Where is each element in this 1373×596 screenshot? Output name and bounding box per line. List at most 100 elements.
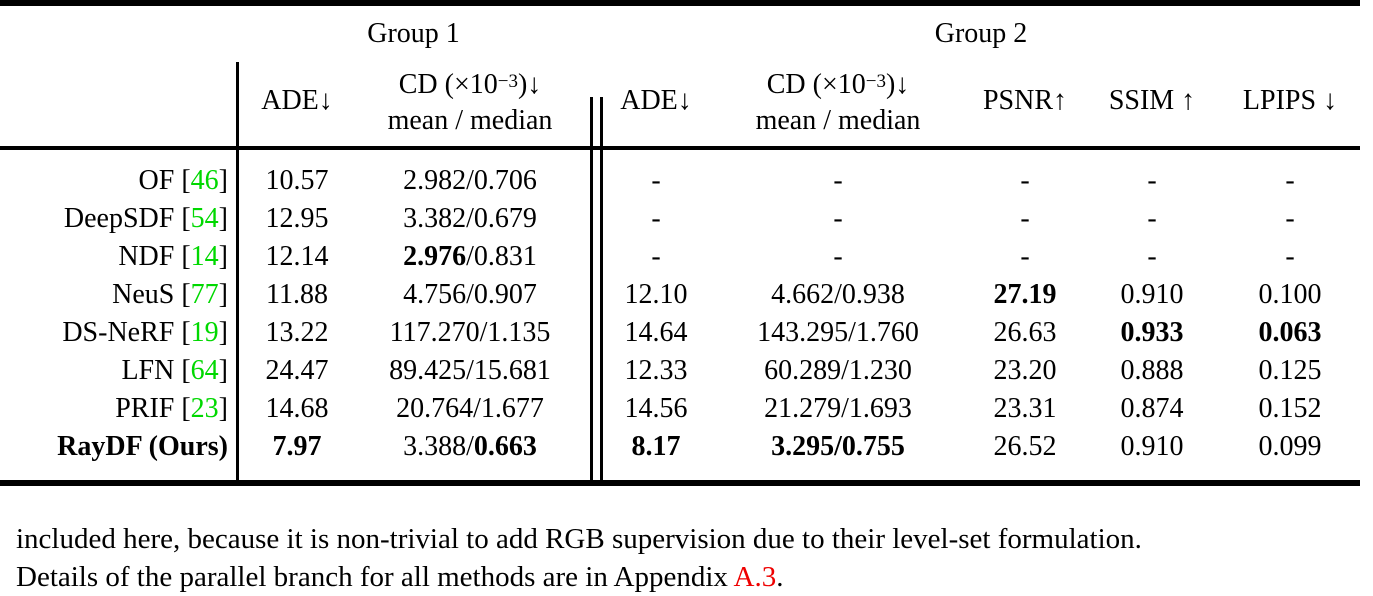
cd-header-suffix: )↓ [517,68,542,100]
cd-median: 1.230 [848,355,912,386]
method-name: NDF [ [118,241,191,272]
cd-separator: / [466,165,474,196]
cell-g1-ade: 13.22 [265,317,329,348]
cell-g1-ade: 12.14 [265,241,329,272]
method-bracket: ] [218,165,228,196]
method-name: OF [ [138,165,191,196]
cd-header-exponent: −3 [865,70,886,92]
cd-separator: / [841,355,849,386]
cell-g2-cd: 4.662 / 0.938 [712,276,964,314]
table-header-rule [0,146,1360,150]
cell-g2-ade: 12.33 [624,355,688,386]
cd-mean: 3.295 [771,431,835,462]
method-cell: DeepSDF [54] [0,200,228,238]
cell-g2-ade: 12.10 [624,279,688,310]
cell-lpips: - [1285,241,1295,272]
cd-separator: / [466,431,474,462]
method-bracket: ] [218,393,228,424]
cd-median: 0.663 [473,431,537,462]
citation-link[interactable]: 14 [190,241,219,272]
header-g2-cd: CD (×10−3)↓ mean / median [712,58,964,144]
header-g1-cd: CD (×10−3)↓ mean / median [357,58,583,144]
cd-separator: / [466,203,474,234]
cell-g1-cd: 2.982 / 0.706 [357,162,583,200]
cd-median: 1.693 [848,393,912,424]
citation-link[interactable]: 23 [190,393,219,424]
cd-separator: / [466,355,474,386]
cd-mean: - [833,165,843,196]
cell-psnr: 27.19 [993,279,1057,310]
citation-link[interactable]: 64 [190,355,219,386]
header-g2-ade: ADE↓ [620,85,692,116]
cell-g1-cd: 20.764 / 1.677 [357,390,583,428]
table-double-rule-right [600,97,603,483]
cd-median: 15.681 [473,355,551,386]
cd-separator: / [479,317,488,348]
cd-separator: / [848,317,856,348]
cell-lpips: 0.100 [1258,279,1322,310]
method-cell: LFN [64] [0,352,228,390]
method-name: NeuS [ [112,279,191,310]
header-psnr: PSNR↑ [982,85,1068,116]
cd-mean: 143.295 [757,317,849,348]
cd-separator: / [466,241,474,272]
cd-median: 1.677 [480,393,544,424]
cd-header-exponent: −3 [497,70,518,92]
appendix-link[interactable]: A.3 [733,561,777,593]
cell-g1-ade: 10.57 [265,165,329,196]
header-lpips: LPIPS ↓ [1242,85,1338,116]
cd-median: 0.907 [473,279,537,310]
table-row-ndf: NDF [14] 12.14 2.976 / 0.831 - - - - - [0,238,1360,276]
cell-lpips: 0.152 [1258,393,1322,424]
table-row-prif: PRIF [23] 14.68 20.764 / 1.677 14.56 21.… [0,390,1360,428]
cell-g2-cd: 21.279 / 1.693 [712,390,964,428]
cell-g1-ade: 24.47 [265,355,329,386]
method-name: LFN [ [121,355,191,386]
caption-line-2-text: Details of the parallel branch for all m… [16,561,734,593]
cd-separator: / [466,279,474,310]
table-row-raydf-ours: RayDF (Ours) 7.97 3.388 / 0.663 8.17 3.2… [0,428,1360,466]
citation-link[interactable]: 19 [190,317,219,348]
cell-ssim: 0.910 [1120,279,1184,310]
cd-header-prefix: CD (×10 [398,68,498,100]
cell-g2-ade: - [651,165,661,196]
cell-ssim: 0.888 [1120,355,1184,386]
table-row-lfn: LFN [64] 24.47 89.425 / 15.681 12.33 60.… [0,352,1360,390]
cd-separator: / [834,431,842,462]
cd-mean: - [833,241,843,272]
cell-g2-cd: - [712,200,964,238]
method-bracket: ] [218,355,228,386]
header-ssim: SSIM ↑ [1108,85,1196,116]
cell-g1-cd: 3.382 / 0.679 [357,200,583,238]
caption-line-2-period: . [776,561,784,593]
cell-ssim: 0.910 [1120,431,1184,462]
cell-g2-ade: 8.17 [631,431,681,462]
cd-mean: 4.756 [403,279,467,310]
cd-mean: 3.382 [403,203,467,234]
cd-header-line1: CD (×10−3)↓ [767,64,910,103]
cell-g1-cd: 117.270 / 1.135 [357,314,583,352]
cd-header-suffix: )↓ [885,68,910,100]
method-name: DeepSDF [ [63,203,191,234]
cell-psnr: 23.20 [993,355,1057,386]
cd-mean: 21.279 [764,393,842,424]
cell-lpips: 0.063 [1258,317,1322,348]
cell-g1-cd: 2.976 / 0.831 [357,238,583,276]
citation-link[interactable]: 54 [190,203,219,234]
cd-separator: / [841,393,849,424]
citation-link[interactable]: 46 [190,165,219,196]
method-name: RayDF (Ours) [57,431,228,462]
cd-mean: - [833,203,843,234]
method-name: PRIF [ [115,393,191,424]
cell-psnr: - [1020,203,1030,234]
cd-separator: / [473,393,481,424]
citation-link[interactable]: 77 [190,279,219,310]
cell-psnr: - [1020,241,1030,272]
cell-ssim: 0.874 [1120,393,1184,424]
cell-g2-ade: - [651,203,661,234]
cell-g1-ade: 7.97 [272,431,322,462]
cd-median: 0.938 [841,279,905,310]
table-row-deepsdf: DeepSDF [54] 12.95 3.382 / 0.679 - - - -… [0,200,1360,238]
cell-g1-cd: 89.425 / 15.681 [357,352,583,390]
